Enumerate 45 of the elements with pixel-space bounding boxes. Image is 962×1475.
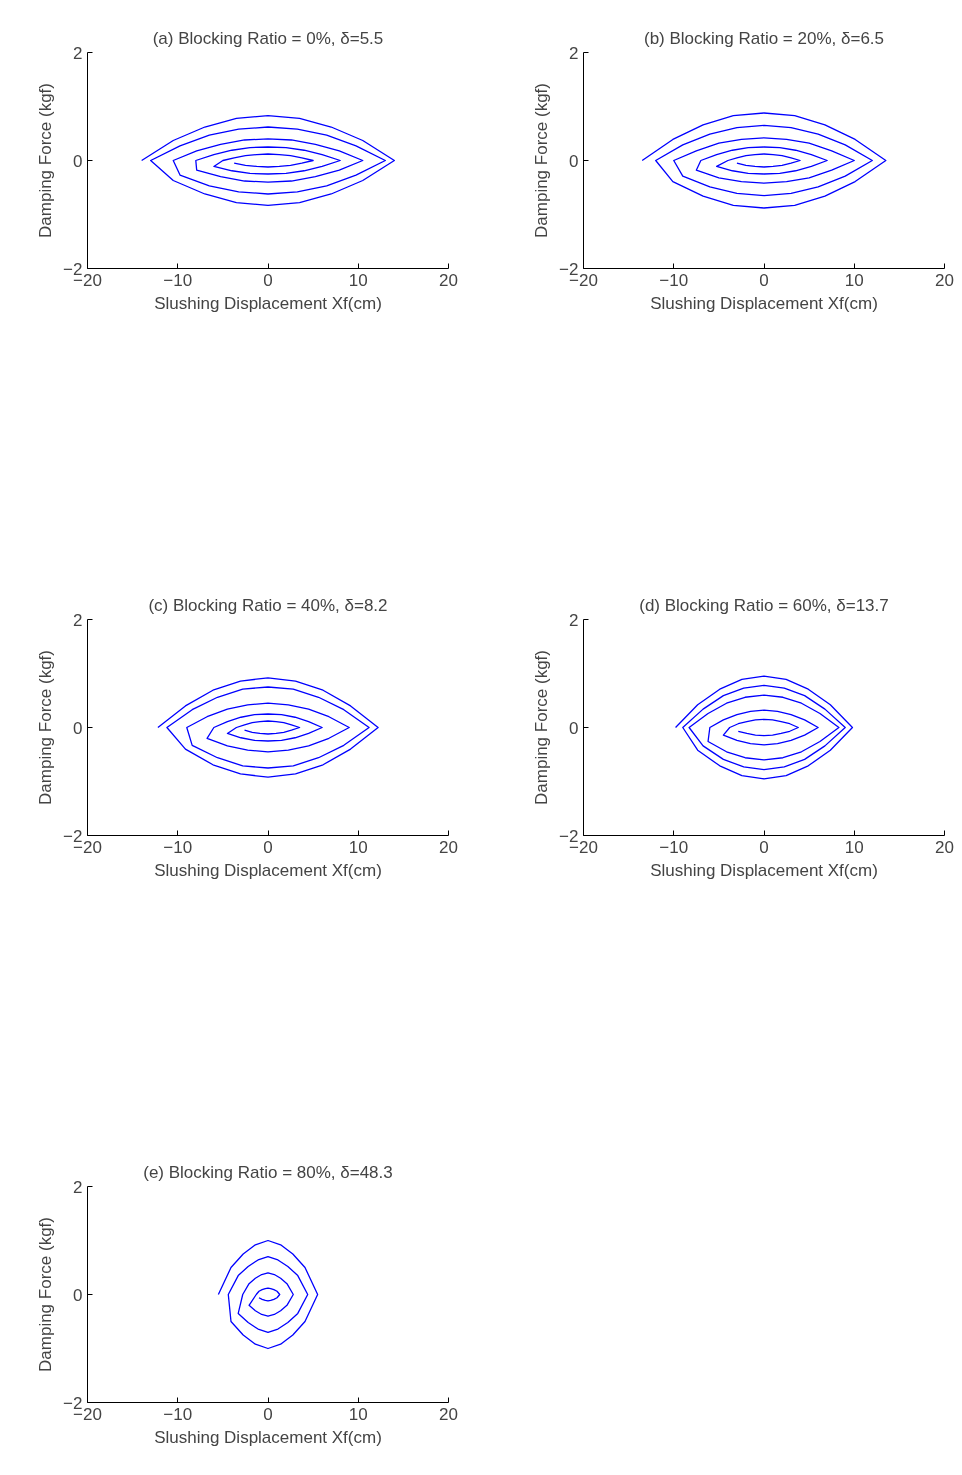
x-tick-label: −10 — [163, 837, 193, 857]
y-tick-label: 2 — [73, 610, 83, 630]
y-tick-label: 0 — [73, 1285, 83, 1305]
x-tick-label: 0 — [263, 270, 273, 290]
y-tick-label: 2 — [73, 43, 83, 63]
x-tick-label: −10 — [659, 270, 689, 290]
x-tick-label: 10 — [844, 270, 864, 290]
x-tick-label: 20 — [439, 270, 458, 290]
x-axis-title: Slushing Displacement Xf(cm) — [154, 293, 382, 313]
x-axis-title: Slushing Displacement Xf(cm) — [650, 293, 878, 313]
y-tick-label: 0 — [73, 718, 83, 738]
x-tick-label: 10 — [844, 837, 864, 857]
x-tick-label: −10 — [659, 837, 689, 857]
chart-title: (d) Blocking Ratio = 60%, δ=13.7 — [639, 595, 889, 615]
x-tick-label: 0 — [263, 1404, 273, 1424]
x-tick-label: 0 — [263, 837, 273, 857]
chart-title: (e) Blocking Ratio = 80%, δ=48.3 — [143, 1162, 393, 1182]
chart-title: (b) Blocking Ratio = 20%, δ=6.5 — [643, 28, 885, 48]
y-tick-label: 0 — [569, 151, 579, 171]
x-tick-label: 20 — [935, 270, 954, 290]
x-tick-label: 20 — [439, 837, 458, 857]
x-tick-label: 10 — [348, 1404, 368, 1424]
chart-title: (c) Blocking Ratio = 40%, δ=8.2 — [148, 595, 388, 615]
chart-title: (a) Blocking Ratio = 0%, δ=5.5 — [152, 28, 384, 48]
y-axis-title: Damping Force (kgf) — [36, 650, 56, 805]
x-tick-label: 20 — [935, 837, 954, 857]
x-tick-label: 20 — [439, 1404, 458, 1424]
x-tick-label: −10 — [163, 1404, 193, 1424]
y-tick-label: 0 — [73, 151, 83, 171]
y-axis-title: Damping Force (kgf) — [532, 83, 552, 238]
x-tick-label: −10 — [163, 270, 193, 290]
y-tick-label: 2 — [73, 1177, 83, 1197]
x-axis-title: Slushing Displacement Xf(cm) — [650, 860, 878, 880]
y-axis-title: Damping Force (kgf) — [532, 650, 552, 805]
y-tick-label: 2 — [569, 610, 579, 630]
x-tick-label: 0 — [759, 270, 769, 290]
x-axis-title: Slushing Displacement Xf(cm) — [154, 1427, 382, 1447]
x-tick-label: 10 — [348, 270, 368, 290]
y-tick-label: 2 — [569, 43, 579, 63]
x-tick-label: 10 — [348, 837, 368, 857]
y-axis-title: Damping Force (kgf) — [36, 83, 56, 238]
y-axis-title: Damping Force (kgf) — [36, 1217, 56, 1372]
y-tick-label: 0 — [569, 718, 579, 738]
x-tick-label: 0 — [759, 837, 769, 857]
x-axis-title: Slushing Displacement Xf(cm) — [154, 860, 382, 880]
